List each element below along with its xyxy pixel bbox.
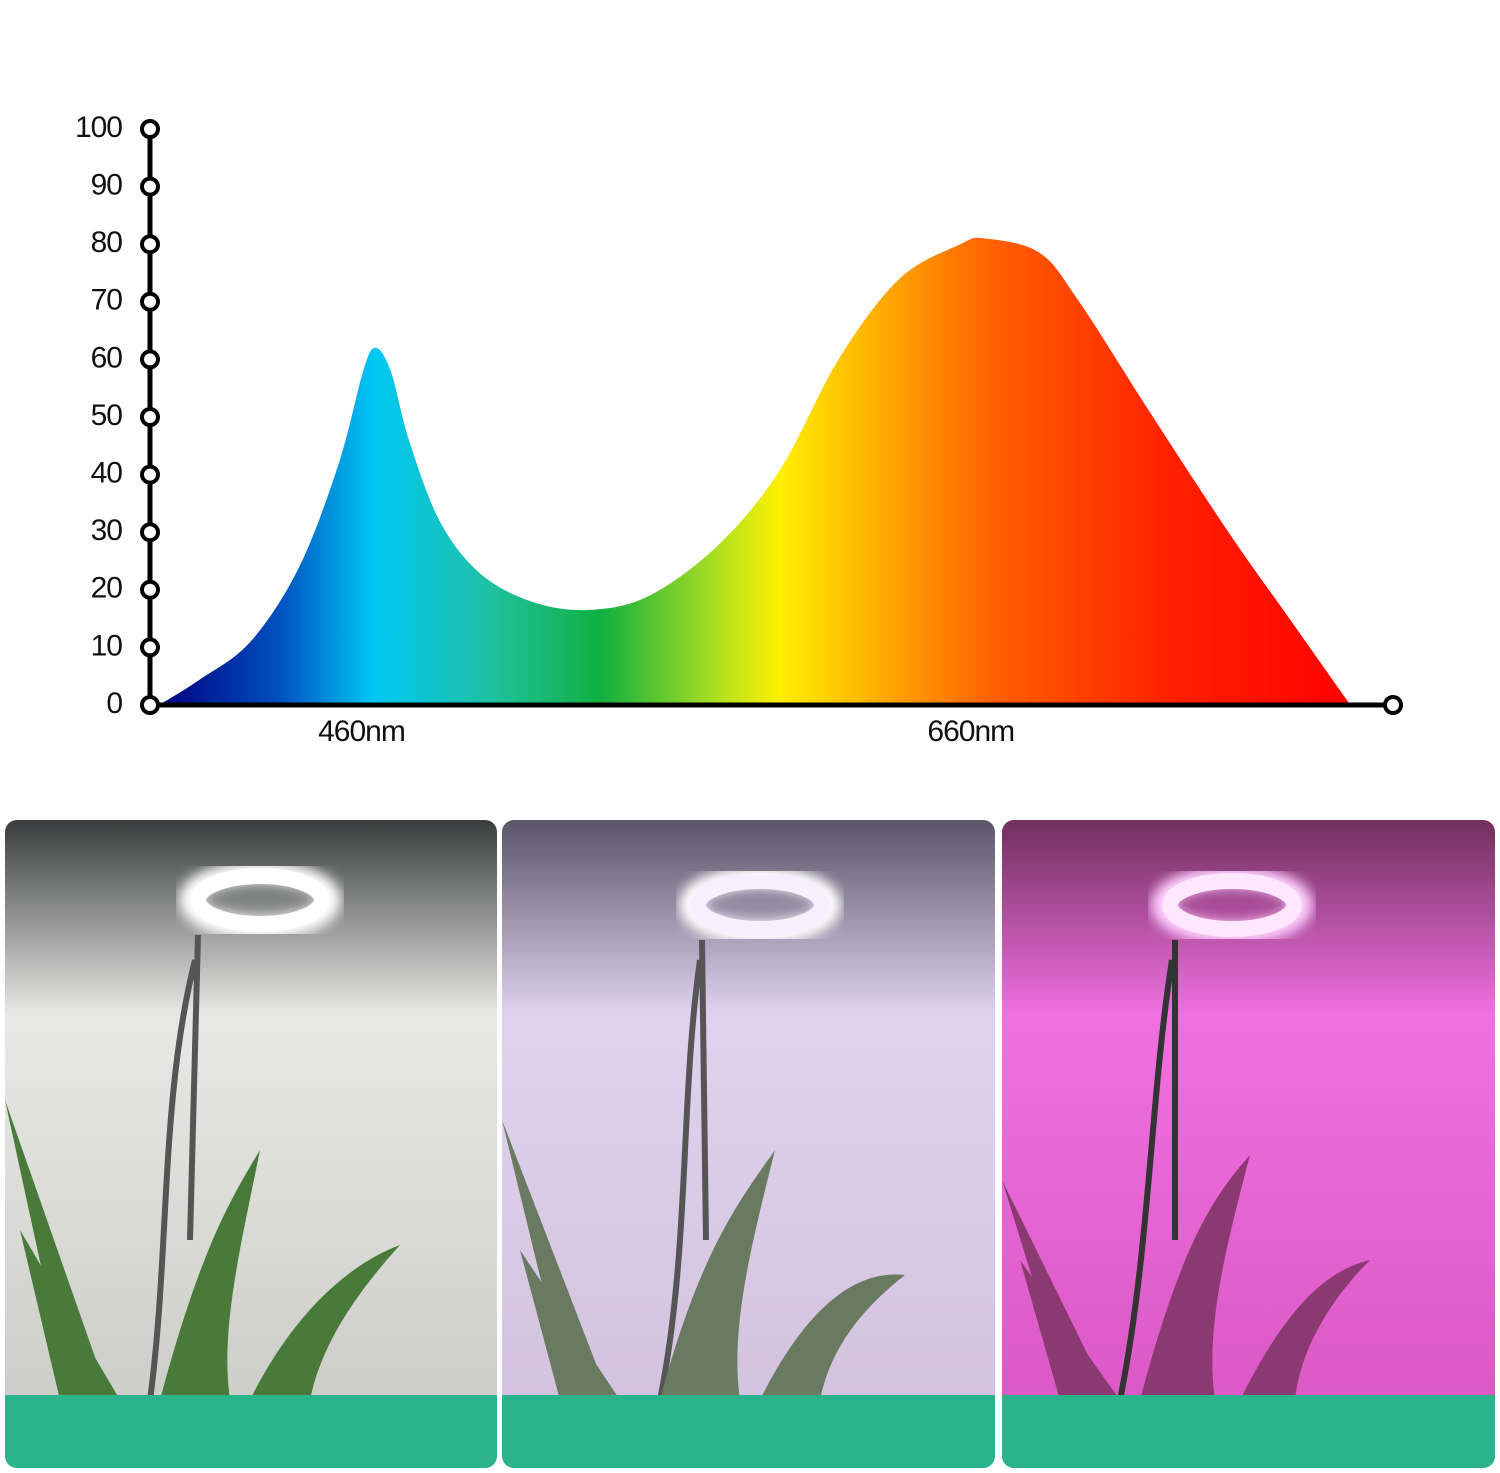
spectrum-area — [159, 237, 1351, 705]
y-tick — [140, 176, 160, 197]
y-tick-label: 80 — [91, 226, 123, 259]
y-tick-label: 0 — [106, 687, 122, 720]
y-tick-label: 20 — [91, 572, 123, 605]
y-tick — [140, 522, 160, 543]
y-tick — [140, 407, 160, 427]
photo-magenta — [1002, 820, 1495, 1468]
y-tick — [140, 637, 160, 658]
y-tick-label: 10 — [91, 629, 123, 662]
photo-white — [5, 820, 497, 1468]
y-tick — [140, 695, 160, 715]
y-tick-label: 70 — [91, 284, 123, 317]
y-tick — [140, 291, 160, 312]
y-tick-label: 40 — [91, 457, 123, 490]
y-tick-label: 100 — [75, 111, 122, 144]
y-tick — [140, 579, 160, 600]
x-tick-label: 660nm — [927, 715, 1014, 748]
y-tick-label: 50 — [91, 399, 123, 432]
y-tick-label: 90 — [91, 169, 123, 202]
y-tick — [140, 234, 160, 255]
y-tick — [140, 349, 160, 370]
photo-lavender — [502, 820, 995, 1468]
x-tick-label: 460nm — [318, 715, 405, 748]
y-tick-label: 30 — [91, 514, 123, 547]
y-tick — [140, 119, 160, 139]
y-tick — [140, 464, 160, 485]
y-tick-label: 60 — [91, 341, 123, 374]
axis-end — [1383, 695, 1403, 715]
